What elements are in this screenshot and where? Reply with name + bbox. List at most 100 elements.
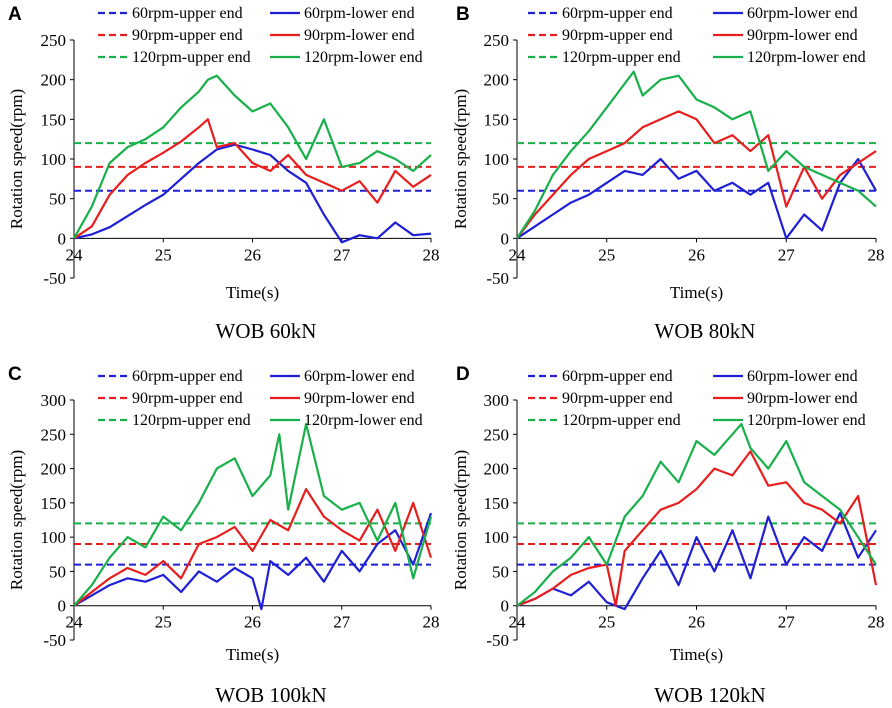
series-line-60rpm-lower-end [516, 157, 877, 240]
y-tick-label: -50 [486, 269, 509, 288]
y-tick-label: 50 [49, 562, 66, 581]
y-tick-label: 0 [501, 229, 510, 248]
series-line-90rpm-lower-end [73, 488, 433, 607]
x-tick-label: 28 [868, 613, 885, 632]
x-axis-label: Time(s) [670, 283, 723, 302]
legend-label: 120rpm-upper end [562, 412, 681, 429]
x-axis-label: Time(s) [226, 283, 279, 302]
x-tick-label: 28 [423, 245, 440, 264]
x-tick-label: 28 [868, 245, 885, 264]
chart-panel-c: C -50 0 50 100 150 200 250 300 24 25 26 27 28 Time(s) R… [7, 364, 440, 707]
x-tick-label: 27 [778, 613, 796, 632]
legend-label: 90rpm-lower end [304, 390, 415, 407]
y-axis-label: Rotation speed(rpm) [451, 450, 470, 590]
panel-letter: D [456, 364, 470, 385]
legend-label: 90rpm-lower end [747, 390, 858, 407]
y-tick-label: 100 [484, 150, 510, 169]
x-tick-label: 25 [155, 245, 172, 264]
y-tick-label: 50 [492, 562, 509, 581]
series-line-120rpm-lower-end [73, 422, 433, 607]
legend-label: 60rpm-upper end [132, 5, 243, 22]
y-axis-label: Rotation speed(rpm) [451, 89, 470, 229]
legend-label: 120rpm-lower end [304, 49, 423, 66]
y-tick-label: 250 [484, 425, 510, 444]
x-tick-label: 24 [66, 613, 84, 632]
y-tick-label: 100 [41, 150, 67, 169]
panel-letter: A [8, 4, 22, 25]
legend-label: 90rpm-lower end [747, 27, 858, 44]
x-tick-label: 27 [333, 245, 351, 264]
y-tick-label: 150 [484, 494, 510, 513]
x-axis-label: Time(s) [226, 645, 279, 664]
legend-label: 90rpm-lower end [304, 27, 415, 44]
chart-panel-d: D -50 0 50 100 150 200 250 300 24 25 26 27 28 Time(s) R… [451, 364, 885, 707]
chart-panel-a: A -50 0 50 100 150 200 250 24 25 26 27 28 Time(s) Rota… [7, 4, 440, 343]
panel-caption: WOB 80kN [655, 319, 756, 343]
legend-label: 120rpm-lower end [304, 412, 423, 429]
y-tick-label: 250 [484, 31, 510, 50]
y-tick-label: 300 [41, 391, 67, 410]
y-tick-label: 250 [41, 425, 67, 444]
x-tick-label: 28 [423, 613, 440, 632]
x-tick-label: 27 [333, 613, 351, 632]
panel-caption: WOB 100kN [215, 683, 326, 707]
series-line-60rpm-lower-end [73, 143, 432, 244]
legend-label: 90rpm-upper end [562, 390, 673, 407]
legend-label: 120rpm-upper end [132, 412, 251, 429]
y-tick-label: -50 [486, 631, 509, 650]
x-tick-label: 26 [244, 613, 261, 632]
x-tick-label: 26 [244, 245, 261, 264]
series-line-120rpm-lower-end [516, 70, 877, 239]
legend-label: 120rpm-upper end [562, 49, 681, 66]
x-tick-label: 25 [598, 245, 615, 264]
panel-letter: C [8, 364, 22, 385]
legend-label: 60rpm-lower end [747, 5, 858, 22]
series-line-60rpm-lower-end [516, 512, 877, 611]
x-tick-label: 27 [778, 245, 796, 264]
legend-label: 120rpm-lower end [747, 49, 866, 66]
series-line-120rpm-lower-end [73, 74, 432, 239]
chart-panel-b: B -50 0 50 100 150 200 250 24 25 26 27 28 Time(s) Rota… [451, 4, 885, 343]
legend-label: 90rpm-upper end [562, 27, 673, 44]
y-tick-label: 50 [492, 190, 509, 209]
y-tick-label: 200 [41, 71, 67, 90]
x-axis-label: Time(s) [670, 645, 723, 664]
series-line-90rpm-lower-end [73, 118, 432, 240]
x-tick-label: 26 [688, 613, 705, 632]
legend-label: 60rpm-lower end [747, 368, 858, 385]
y-tick-label: 0 [58, 229, 67, 248]
y-tick-label: 0 [501, 597, 510, 616]
legend-label: 90rpm-upper end [132, 390, 243, 407]
legend-label: 60rpm-upper end [132, 368, 243, 385]
series-line-90rpm-lower-end [516, 450, 878, 607]
y-axis-label: Rotation speed(rpm) [7, 450, 26, 590]
legend-label: 60rpm-lower end [304, 368, 415, 385]
x-tick-label: 25 [155, 613, 172, 632]
legend-label: 120rpm-upper end [132, 49, 251, 66]
y-tick-label: 100 [484, 528, 510, 547]
x-tick-label: 24 [66, 245, 84, 264]
legend-label: 60rpm-upper end [562, 5, 673, 22]
legend-label: 60rpm-upper end [562, 368, 673, 385]
x-tick-label: 24 [509, 245, 527, 264]
y-tick-label: 250 [41, 31, 67, 50]
series-line-60rpm-lower-end [73, 512, 433, 611]
legend-label: 60rpm-lower end [304, 5, 415, 22]
y-tick-label: -50 [43, 269, 66, 288]
y-tick-label: 0 [58, 597, 67, 616]
y-tick-label: -50 [43, 631, 66, 650]
series-line-120rpm-lower-end [516, 422, 877, 607]
legend-label: 120rpm-lower end [747, 412, 866, 429]
legend-label: 90rpm-upper end [132, 27, 243, 44]
y-tick-label: 150 [41, 494, 67, 513]
y-axis-label: Rotation speed(rpm) [7, 89, 26, 229]
x-tick-label: 25 [598, 613, 615, 632]
y-tick-label: 150 [484, 110, 510, 129]
y-tick-label: 200 [484, 460, 510, 479]
panel-letter: B [456, 4, 470, 25]
y-tick-label: 200 [484, 71, 510, 90]
x-tick-label: 24 [509, 613, 527, 632]
panel-caption: WOB 60kN [216, 319, 317, 343]
y-tick-label: 100 [41, 528, 67, 547]
